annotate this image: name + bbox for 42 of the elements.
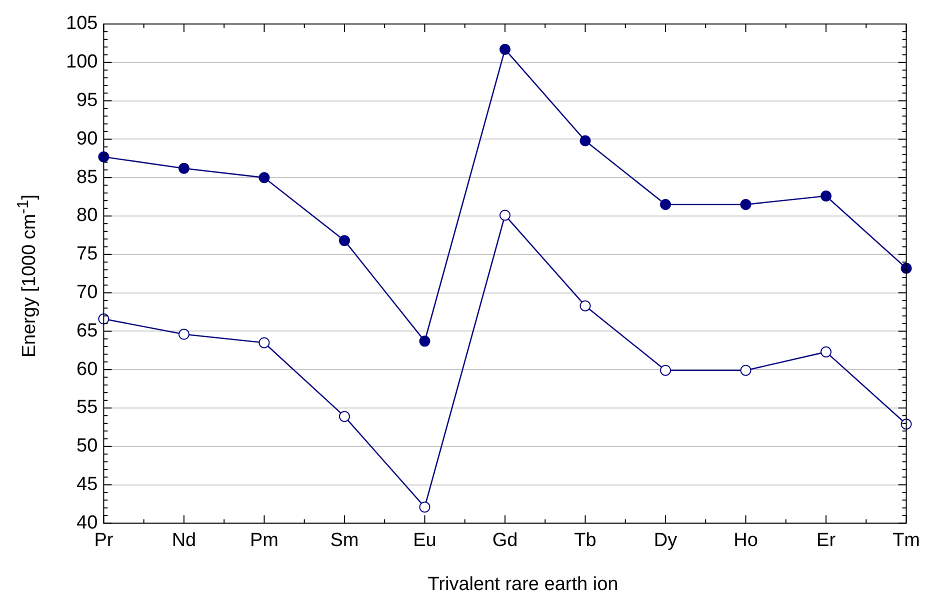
y-tick-label: 50 — [76, 436, 98, 457]
y-tick-label: 85 — [76, 166, 98, 188]
x-tick-label: Sm — [330, 530, 359, 551]
point — [419, 336, 430, 347]
point — [820, 346, 832, 358]
x-tick-label: Dy — [654, 530, 678, 551]
point — [338, 235, 350, 246]
x-tick-label: Tm — [892, 530, 920, 551]
point — [740, 364, 752, 376]
point — [660, 364, 672, 376]
point — [338, 410, 350, 422]
x-tick-label: Gd — [492, 530, 518, 551]
point — [258, 337, 270, 348]
y-tick-label: 95 — [76, 90, 98, 112]
x-tick-label: Ho — [734, 530, 758, 551]
point — [660, 198, 672, 210]
point — [178, 328, 190, 340]
point — [499, 210, 510, 221]
x-tick-label: Nd — [172, 530, 196, 551]
point — [499, 44, 510, 55]
y-tick-label: 70 — [76, 282, 98, 304]
y-tick-label: 80 — [76, 205, 98, 226]
point — [178, 162, 190, 174]
x-tick-label: Pm — [250, 530, 278, 551]
x-tick-label: Er — [816, 530, 836, 551]
point — [580, 300, 591, 312]
x-tick-label: Tb — [574, 530, 596, 551]
point — [258, 172, 270, 184]
y-tick-label: 75 — [76, 244, 98, 265]
x-tick-label: Eu — [413, 530, 436, 551]
y-tick-label: 65 — [76, 320, 98, 342]
y-tick-label: 90 — [76, 128, 98, 150]
y-tick-label: 55 — [76, 397, 98, 418]
x-axis-title: Trivalent rare earth ion — [428, 574, 618, 596]
point — [419, 502, 430, 513]
y-tick-label: 105 — [66, 13, 98, 34]
y-tick-label: 60 — [76, 358, 98, 380]
y-tick-label: 45 — [76, 474, 98, 496]
point — [740, 198, 752, 210]
point — [580, 135, 591, 146]
y-tick-label: 100 — [66, 52, 98, 73]
point — [820, 190, 832, 202]
